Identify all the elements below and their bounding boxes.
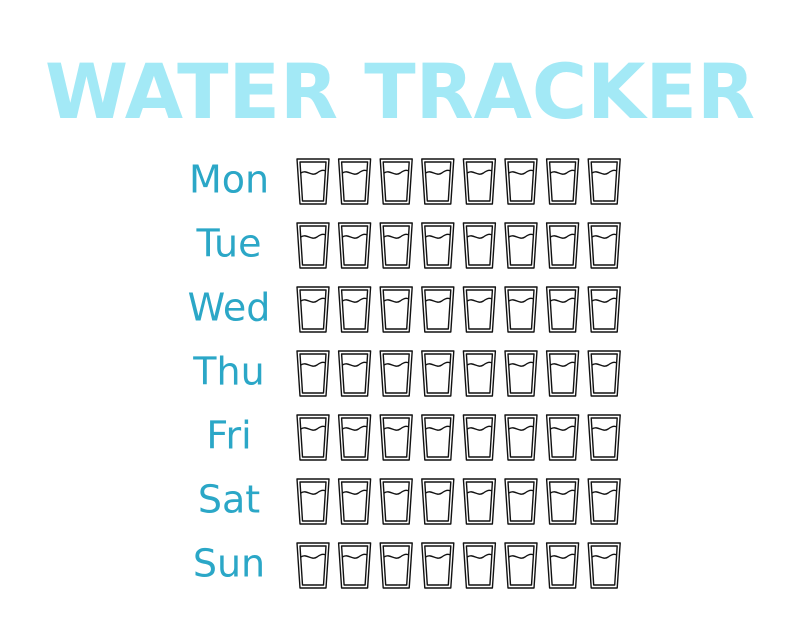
water-glass (379, 414, 413, 461)
water-glass (462, 222, 497, 269)
water-glass (545, 478, 580, 525)
day-label: Wed (188, 286, 271, 330)
water-glass (421, 414, 455, 461)
water-glass (462, 542, 497, 589)
page-title: WATER TRACKER (45, 47, 755, 136)
water-glass (421, 222, 455, 269)
water-glass (587, 158, 621, 205)
water-glass (587, 414, 621, 461)
tracker-rows: Mon Tue Wed Thu Fri Sat Sun (188, 158, 621, 589)
day-row: Tue (196, 222, 621, 269)
water-glass (379, 158, 413, 205)
water-glass (337, 286, 372, 333)
water-glass (545, 414, 580, 461)
day-row: Sat (198, 478, 621, 525)
water-glass (587, 350, 621, 397)
day-row: Mon (189, 158, 621, 205)
water-glass (337, 478, 372, 525)
day-label: Sun (193, 542, 265, 586)
water-glass (296, 414, 330, 461)
water-glass (421, 478, 455, 525)
water-glass (296, 350, 330, 397)
water-glass (296, 222, 330, 269)
water-glass (504, 350, 538, 397)
water-glass (504, 222, 538, 269)
water-glass (462, 478, 497, 525)
water-glass (504, 542, 538, 589)
water-glass (421, 158, 455, 205)
water-glass (337, 542, 372, 589)
water-glass (504, 158, 538, 205)
water-glass (545, 286, 580, 333)
day-label: Mon (189, 158, 269, 202)
day-row: Thu (192, 350, 621, 397)
day-row: Fri (206, 414, 621, 461)
water-glass (462, 414, 497, 461)
day-label: Sat (198, 478, 260, 522)
water-glass (296, 158, 330, 205)
water-glass (337, 158, 372, 205)
water-glass (504, 414, 538, 461)
water-glass (421, 350, 455, 397)
water-glass (296, 286, 330, 333)
water-glass (587, 286, 621, 333)
water-glass (337, 350, 372, 397)
day-row: Sun (193, 542, 621, 589)
water-glass (379, 222, 413, 269)
water-glass (462, 158, 497, 205)
water-glass (421, 542, 455, 589)
water-glass (462, 286, 497, 333)
day-label: Thu (192, 350, 264, 394)
water-glass (504, 478, 538, 525)
water-glass (587, 478, 621, 525)
water-glass (587, 542, 621, 589)
water-glass (379, 542, 413, 589)
water-glass (587, 222, 621, 269)
day-label: Tue (196, 222, 262, 266)
day-label: Fri (206, 414, 251, 458)
water-glass (337, 222, 372, 269)
water-glass (421, 286, 455, 333)
water-glass (504, 286, 538, 333)
water-glass (545, 222, 580, 269)
water-glass (545, 542, 580, 589)
day-row: Wed (188, 286, 621, 333)
water-glass (296, 478, 330, 525)
water-glass (337, 414, 372, 461)
water-glass (296, 542, 330, 589)
water-glass (545, 158, 580, 205)
water-glass (379, 350, 413, 397)
water-glass (379, 286, 413, 333)
water-glass (462, 350, 497, 397)
water-glass (545, 350, 580, 397)
water-glass (379, 478, 413, 525)
